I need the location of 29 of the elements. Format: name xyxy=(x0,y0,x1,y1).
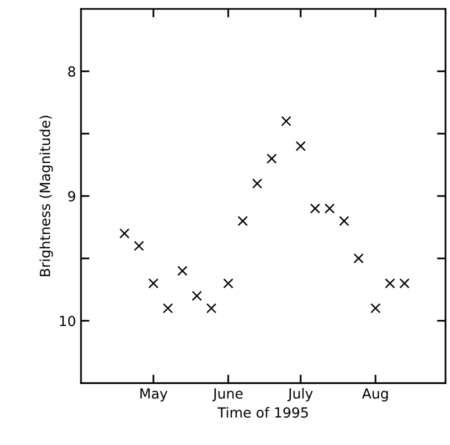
point xyxy=(310,203,320,214)
point xyxy=(134,240,144,252)
point xyxy=(370,303,381,314)
point xyxy=(339,216,350,226)
x-tick-label: May xyxy=(140,388,168,402)
point xyxy=(384,278,396,288)
point xyxy=(119,228,130,239)
point xyxy=(399,278,410,288)
y-tick-label: 8 xyxy=(68,66,76,77)
point xyxy=(252,178,262,189)
point xyxy=(162,303,173,314)
point xyxy=(148,278,159,288)
point xyxy=(223,278,234,288)
x-axis-title: Time of 1995 xyxy=(217,407,308,418)
point xyxy=(266,154,277,164)
point xyxy=(177,266,188,276)
point xyxy=(296,141,306,152)
point xyxy=(324,203,335,214)
x-tick-label: Aug xyxy=(362,388,388,402)
x-tick-label: July xyxy=(287,388,313,402)
x-tick-label: June xyxy=(212,388,243,402)
point xyxy=(192,290,202,301)
point xyxy=(354,253,364,264)
point xyxy=(281,116,292,126)
point xyxy=(206,303,216,314)
y-tick-label: 10 xyxy=(60,316,76,326)
y-tick-label: 9 xyxy=(68,190,76,202)
point xyxy=(238,216,248,226)
y-axis-title: Brightness (Magnitude) xyxy=(39,116,53,276)
